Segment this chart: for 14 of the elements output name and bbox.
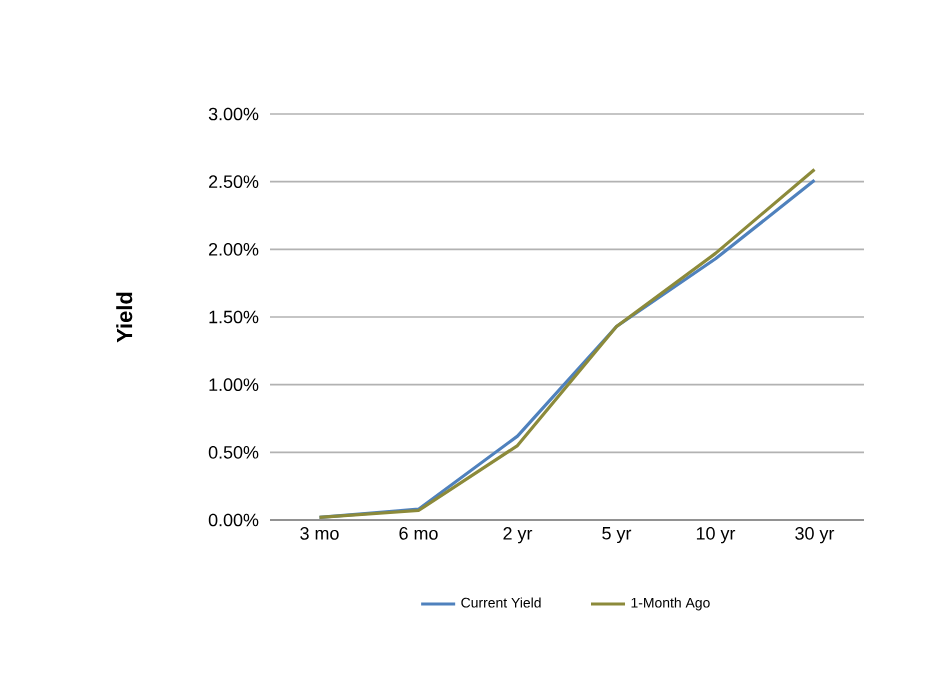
y-tick-label: 0.50% (208, 445, 259, 459)
x-tick-label: 3 mo (300, 527, 339, 540)
y-tick-label: 1.00% (209, 378, 259, 392)
y-tick-label: 0.00% (208, 513, 259, 527)
x-tick-label: 10 yr (696, 527, 736, 544)
x-tick-label: 5 yr (602, 527, 632, 544)
y-tick-label: 3.00% (208, 107, 259, 121)
x-tick-label: 2 yr (503, 527, 533, 544)
x-tick-label: 30 yr (795, 527, 835, 544)
y-tick-label: 2.00% (209, 242, 259, 256)
y-tick-label: 2.50% (209, 175, 259, 189)
y-tick-label: 1.50% (209, 310, 259, 324)
x-tick-label: 6 mo (399, 527, 438, 540)
y-axis-title: Yield (116, 292, 133, 343)
